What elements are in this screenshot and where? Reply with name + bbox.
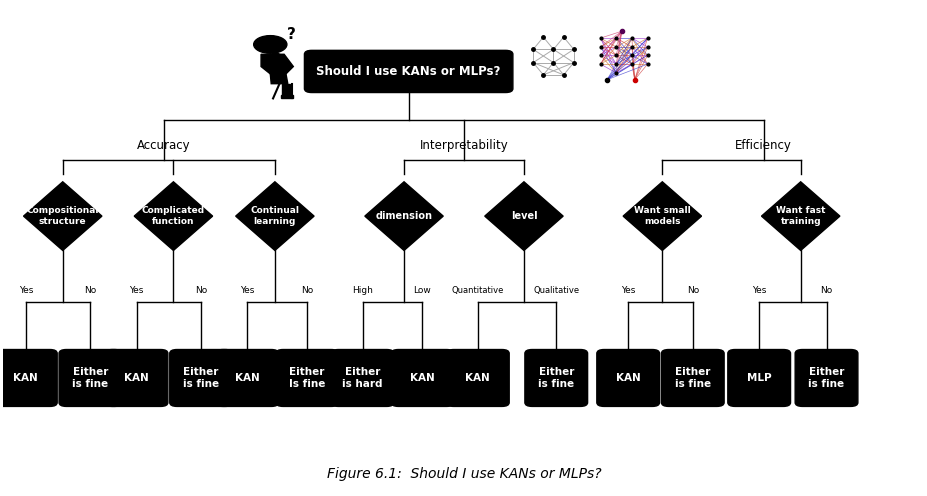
- FancyBboxPatch shape: [304, 51, 513, 93]
- Polygon shape: [235, 182, 313, 250]
- FancyBboxPatch shape: [275, 350, 338, 406]
- Polygon shape: [484, 182, 563, 250]
- Text: Should I use KANs or MLPs?: Should I use KANs or MLPs?: [316, 65, 501, 78]
- Polygon shape: [282, 84, 289, 95]
- Text: KAN: KAN: [235, 373, 260, 383]
- FancyBboxPatch shape: [390, 350, 453, 406]
- Text: Yes: Yes: [19, 286, 33, 295]
- FancyBboxPatch shape: [59, 350, 121, 406]
- Polygon shape: [761, 182, 839, 250]
- FancyBboxPatch shape: [596, 350, 659, 406]
- Polygon shape: [260, 54, 293, 74]
- Text: Yes: Yes: [620, 286, 635, 295]
- FancyBboxPatch shape: [727, 350, 790, 406]
- Text: Yes: Yes: [240, 286, 254, 295]
- Text: Either
is fine: Either is fine: [674, 367, 710, 389]
- FancyBboxPatch shape: [105, 350, 168, 406]
- Text: Efficiency: Efficiency: [734, 139, 792, 152]
- FancyBboxPatch shape: [661, 350, 723, 406]
- Circle shape: [253, 36, 286, 53]
- Polygon shape: [23, 182, 102, 250]
- Text: No: No: [819, 286, 832, 295]
- Text: Quantitative: Quantitative: [451, 286, 503, 295]
- Text: KAN: KAN: [465, 373, 489, 383]
- Text: Accuracy: Accuracy: [137, 139, 191, 152]
- Text: Complicated
function: Complicated function: [142, 206, 205, 226]
- Text: No: No: [300, 286, 313, 295]
- FancyBboxPatch shape: [0, 350, 57, 406]
- FancyBboxPatch shape: [170, 350, 233, 406]
- Text: Either
is fine: Either is fine: [72, 367, 108, 389]
- FancyBboxPatch shape: [331, 350, 393, 406]
- Text: No: No: [686, 286, 698, 295]
- Text: Either
is fine: Either is fine: [183, 367, 219, 389]
- FancyBboxPatch shape: [446, 350, 509, 406]
- Text: High: High: [351, 286, 373, 295]
- Text: Either
is fine: Either is fine: [807, 367, 844, 389]
- Text: ?: ?: [286, 27, 296, 42]
- Text: MLP: MLP: [746, 373, 770, 383]
- Polygon shape: [622, 182, 701, 250]
- Text: Qualitative: Qualitative: [533, 286, 578, 295]
- Text: Continual
learning: Continual learning: [250, 206, 299, 226]
- Text: No: No: [84, 286, 96, 295]
- Polygon shape: [364, 182, 443, 250]
- Text: KAN: KAN: [14, 373, 38, 383]
- Text: dimension: dimension: [375, 211, 432, 221]
- Polygon shape: [281, 95, 293, 98]
- Text: KAN: KAN: [410, 373, 435, 383]
- Text: Either
is fine: Either is fine: [538, 367, 574, 389]
- Text: Want small
models: Want small models: [633, 206, 690, 226]
- Text: Interpretability: Interpretability: [419, 139, 508, 152]
- Text: Yes: Yes: [129, 286, 144, 295]
- FancyBboxPatch shape: [794, 350, 857, 406]
- Text: Compositional
structure: Compositional structure: [27, 206, 99, 226]
- Text: Either
is hard: Either is hard: [342, 367, 382, 389]
- FancyBboxPatch shape: [525, 350, 587, 406]
- Text: Either
Is fine: Either Is fine: [288, 367, 325, 389]
- Text: level: level: [510, 211, 537, 221]
- Text: Want fast
training: Want fast training: [775, 206, 824, 226]
- Polygon shape: [134, 182, 212, 250]
- Text: Yes: Yes: [751, 286, 766, 295]
- Polygon shape: [270, 74, 287, 84]
- Text: No: No: [195, 286, 207, 295]
- Text: KAN: KAN: [616, 373, 640, 383]
- Text: Low: Low: [413, 286, 431, 295]
- Text: Figure 6.1:  Should I use KANs or MLPs?: Figure 6.1: Should I use KANs or MLPs?: [326, 467, 601, 481]
- Polygon shape: [263, 52, 284, 62]
- Text: KAN: KAN: [124, 373, 148, 383]
- FancyBboxPatch shape: [216, 350, 278, 406]
